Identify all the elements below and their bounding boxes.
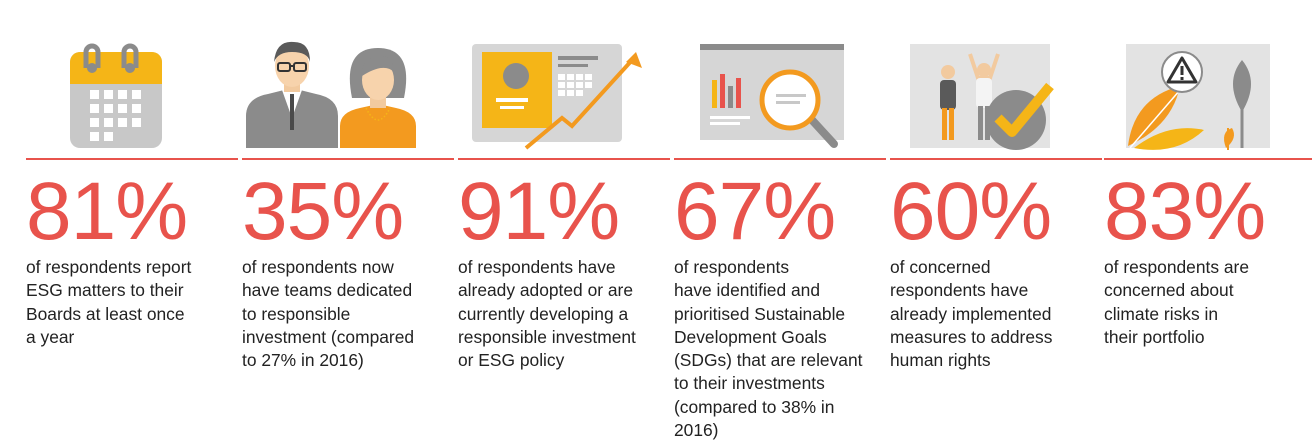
- description-line: to 27% in 2016): [242, 350, 364, 371]
- description-line: respondents have: [890, 280, 1029, 301]
- description-line: of respondents: [674, 257, 790, 277]
- description-line: of respondents are: [1104, 257, 1250, 277]
- description-line: currently developing a: [458, 303, 629, 324]
- magnifier-report-icon: [674, 38, 890, 156]
- divider-line: [674, 158, 886, 160]
- stat-card-sdgs: 67% of respondents have identified and p…: [674, 0, 890, 445]
- description-line: Development Goals: [674, 326, 827, 347]
- description-line: have identified and: [674, 280, 821, 301]
- description-line: responsible investment: [458, 326, 636, 347]
- divider-line: [1104, 158, 1312, 160]
- stat-percentage: 67%: [674, 166, 836, 257]
- description-line: of respondents now: [242, 257, 394, 277]
- stat-card-human-rights: 60% of concerned respondents have alread…: [890, 0, 1106, 445]
- divider-line: [26, 158, 238, 160]
- stat-percentage: 91%: [458, 166, 620, 257]
- description-line: ESG matters to their: [26, 280, 184, 301]
- description-line: a year: [26, 326, 75, 347]
- stat-percentage: 83%: [1104, 166, 1266, 257]
- description-line: concerned about: [1104, 280, 1234, 301]
- stat-description: of respondents now have teams dedicated …: [242, 256, 454, 372]
- stat-percentage: 35%: [242, 166, 404, 257]
- calendar-icon: [26, 38, 242, 156]
- people-checkmark-icon: [890, 38, 1106, 156]
- description-line: of respondents report: [26, 257, 192, 277]
- description-line: (SDGs) that are relevant: [674, 350, 863, 371]
- description-line: have teams dedicated: [242, 280, 413, 301]
- description-line: their portfolio: [1104, 326, 1205, 347]
- stat-card-esg-policy: 91% of respondents have already adopted …: [458, 0, 674, 445]
- description-line: Boards at least once: [26, 303, 185, 324]
- divider-line: [242, 158, 454, 160]
- business-people-icon: [242, 38, 458, 156]
- description-line: (compared to 38% in: [674, 396, 835, 417]
- description-line: already implemented: [890, 303, 1052, 324]
- description-line: already adopted or are: [458, 280, 633, 301]
- description-line: to their investments: [674, 373, 825, 394]
- description-line: climate risks in: [1104, 303, 1219, 324]
- stat-card-climate-risk: 83% of respondents are concerned about c…: [1104, 0, 1312, 445]
- description-line: 2016): [674, 420, 719, 441]
- description-line: to responsible: [242, 303, 351, 324]
- stat-description: of respondents are concerned about clima…: [1104, 256, 1312, 349]
- climate-warning-icon: [1104, 38, 1312, 156]
- description-line: prioritised Sustainable: [674, 303, 846, 324]
- stat-description: of respondents have already adopted or a…: [458, 256, 670, 372]
- description-line: measures to address: [890, 326, 1053, 347]
- description-line: human rights: [890, 350, 991, 371]
- divider-line: [458, 158, 670, 160]
- stat-description: of concerned respondents have already im…: [890, 256, 1102, 372]
- divider-line: [890, 158, 1102, 160]
- stat-percentage: 60%: [890, 166, 1052, 257]
- stat-card-dedicated-teams: 35% of respondents now have teams dedica…: [242, 0, 458, 445]
- description-line: of concerned: [890, 257, 991, 277]
- stat-card-board-reporting: 81% of respondents report ESG matters to…: [26, 0, 242, 445]
- stat-description: of respondents have identified and prior…: [674, 256, 886, 442]
- description-line: of respondents have: [458, 257, 616, 277]
- stat-percentage: 81%: [26, 166, 188, 257]
- description-line: or ESG policy: [458, 350, 565, 371]
- stat-description: of respondents report ESG matters to the…: [26, 256, 238, 349]
- description-line: investment (compared: [242, 326, 415, 347]
- policy-growth-icon: [458, 38, 674, 156]
